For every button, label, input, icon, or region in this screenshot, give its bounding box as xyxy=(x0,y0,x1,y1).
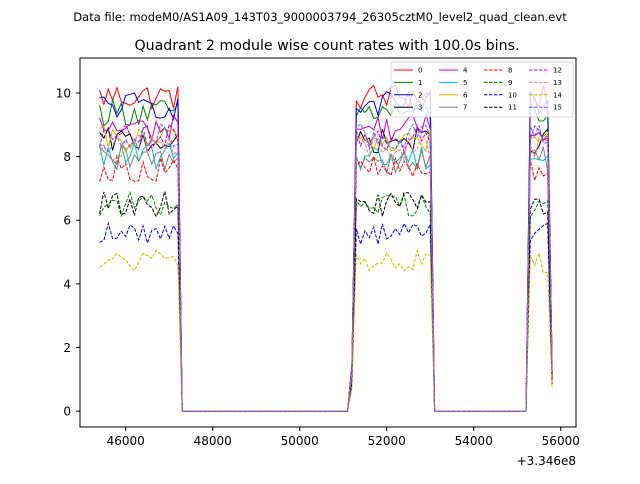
x-tick-label: 56000 xyxy=(542,434,580,448)
legend-label-8: 8 xyxy=(508,67,512,75)
y-tick-label: 0 xyxy=(63,405,71,419)
series-line-14 xyxy=(99,248,553,412)
series-line-12 xyxy=(99,123,553,412)
series-line-13 xyxy=(99,133,553,412)
plot-area: 46000 48000 50000 52000 54000 56000 +3.346e8 0 2… xyxy=(56,57,580,468)
data-file-label: Data file: modeM0/AS1A09_143T03_90000037… xyxy=(73,10,567,24)
legend-label-5: 5 xyxy=(463,79,467,87)
legend-label-13: 13 xyxy=(553,79,562,87)
series-line-10 xyxy=(99,221,553,412)
x-tick-label: 46000 xyxy=(107,434,145,448)
x-tick-label: 50000 xyxy=(281,434,319,448)
legend-label-0: 0 xyxy=(418,67,422,75)
series-line-9 xyxy=(99,190,553,412)
y-tick-label: 10 xyxy=(56,86,71,100)
y-tick-label: 4 xyxy=(63,277,71,291)
legend-label-2: 2 xyxy=(418,91,422,99)
x-tick-label: 54000 xyxy=(455,434,493,448)
x-tick-label: 52000 xyxy=(368,434,406,448)
series-line-15 xyxy=(99,123,553,412)
series-lines xyxy=(99,84,553,412)
axes-frame xyxy=(79,57,577,428)
y-tick-label: 2 xyxy=(63,341,71,355)
legend-label-6: 6 xyxy=(463,91,468,99)
chart-title: Quadrant 2 module wise count rates with … xyxy=(134,38,519,54)
legend-label-11: 11 xyxy=(508,104,517,112)
legend-label-12: 12 xyxy=(553,67,562,75)
series-line-2 xyxy=(99,90,553,412)
series-line-6 xyxy=(99,126,553,412)
y-tick-label: 8 xyxy=(63,150,71,164)
legend-label-9: 9 xyxy=(508,79,512,87)
x-tick-label: 48000 xyxy=(194,434,232,448)
legend-label-4: 4 xyxy=(463,67,468,75)
legend-label-1: 1 xyxy=(418,79,422,87)
series-line-7 xyxy=(99,145,553,412)
series-line-5 xyxy=(99,141,553,412)
legend-label-10: 10 xyxy=(508,91,517,99)
series-line-8 xyxy=(99,155,553,412)
legend-box xyxy=(390,61,574,118)
x-offset-label: +3.346e8 xyxy=(517,454,576,468)
legend-label-15: 15 xyxy=(553,104,562,112)
y-tick-label: 6 xyxy=(63,214,71,228)
series-line-11 xyxy=(99,191,553,412)
legend-label-7: 7 xyxy=(463,104,467,112)
legend-label-3: 3 xyxy=(418,104,422,112)
legend-label-14: 14 xyxy=(553,91,562,99)
